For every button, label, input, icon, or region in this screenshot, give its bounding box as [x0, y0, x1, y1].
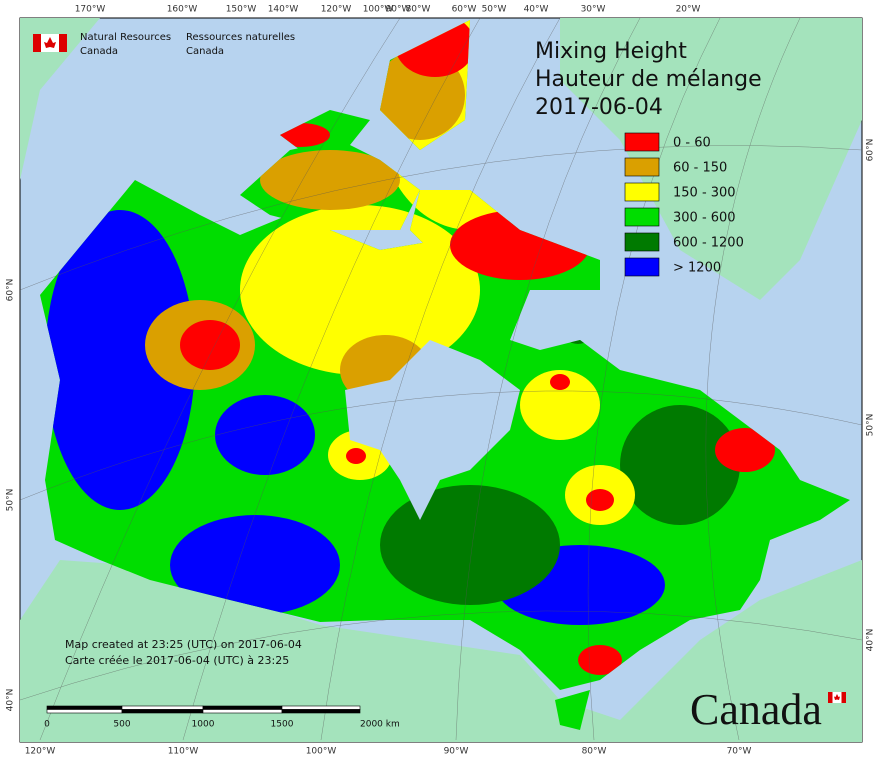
canada-wordmark: Canada	[690, 685, 822, 734]
agency-fr: Ressources naturelles	[186, 32, 295, 43]
longitude-label: 120°W	[321, 5, 352, 15]
longitude-label: 160°W	[167, 5, 198, 15]
map-title: Hauteur de mélange	[535, 67, 762, 92]
latitude-label: 60°N	[866, 139, 876, 162]
legend-label: 300 - 600	[673, 211, 736, 226]
legend-label: 0 - 60	[673, 136, 711, 151]
longitude-label: 70°W	[727, 747, 752, 757]
scale-label: 500	[113, 720, 130, 730]
longitude-label: 80°W	[582, 747, 607, 757]
map-title: 2017-06-04	[535, 95, 663, 120]
longitude-label: 140°W	[268, 5, 299, 15]
agency-en: Canada	[80, 46, 118, 57]
legend-label: 60 - 150	[673, 161, 727, 176]
scale-segment	[202, 705, 283, 710]
agency-en: Natural Resources	[80, 32, 171, 43]
longitude-label: 50°W	[482, 5, 507, 15]
longitude-label: 30°W	[581, 5, 606, 15]
legend-label: 150 - 300	[673, 186, 736, 201]
scale-label: 1500	[271, 720, 294, 730]
scale-segment	[121, 709, 204, 714]
scale-label: 1000	[192, 720, 215, 730]
legend-label: > 1200	[673, 261, 721, 276]
latitude-label: 50°N	[866, 414, 876, 437]
longitude-label: 60°W	[452, 5, 477, 15]
graticule	[19, 17, 863, 741]
latitude-label: 40°N	[866, 629, 876, 652]
scale-label: 2000 km	[360, 720, 400, 730]
hudson-bay	[345, 340, 520, 520]
map-title: Mixing Height	[535, 39, 687, 64]
longitude-label: 170°W	[75, 5, 106, 15]
scale-label: 0	[44, 720, 50, 730]
map-note: Carte créée le 2017-06-04 (UTC) à 23:25	[65, 654, 289, 667]
longitude-label: 20°W	[676, 5, 701, 15]
longitude-label: 110°W	[168, 747, 199, 757]
longitude-label: 120°W	[25, 747, 56, 757]
scale-segment	[46, 705, 123, 710]
longitude-label: 90°W	[444, 747, 469, 757]
scale-segment	[281, 709, 361, 714]
latitude-label: 60°N	[6, 279, 16, 302]
latitude-label: 50°N	[6, 489, 16, 512]
scale-segment	[281, 705, 361, 710]
legend-swatch	[624, 232, 660, 252]
agency-fr: Canada	[186, 46, 224, 57]
longitude-label: 100°W	[363, 5, 394, 15]
legend-swatch	[624, 257, 660, 277]
legend-swatch	[624, 132, 660, 152]
scale-segment	[202, 709, 283, 714]
map-note: Map created at 23:25 (UTC) on 2017-06-04	[65, 638, 302, 651]
longitude-label: 150°W	[226, 5, 257, 15]
longitude-label: 40°W	[524, 5, 549, 15]
foreign-land	[20, 18, 862, 742]
scale-segment	[121, 705, 204, 710]
legend-label: 600 - 1200	[673, 236, 744, 251]
longitude-label: 90°W	[386, 5, 411, 15]
scale-segment	[46, 709, 123, 714]
legend-swatch	[624, 182, 660, 202]
legend-swatch	[624, 157, 660, 177]
wordmark-flag	[834, 694, 840, 700]
longitude-label: 100°W	[306, 747, 337, 757]
latitude-label: 40°N	[6, 689, 16, 712]
nrcan-signature	[33, 34, 67, 52]
legend-swatch	[624, 207, 660, 227]
longitude-label: 80°W	[406, 5, 431, 15]
